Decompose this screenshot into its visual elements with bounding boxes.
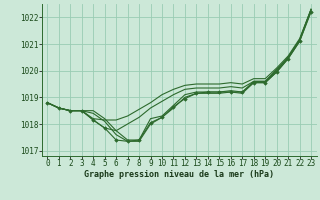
X-axis label: Graphe pression niveau de la mer (hPa): Graphe pression niveau de la mer (hPa) bbox=[84, 170, 274, 179]
